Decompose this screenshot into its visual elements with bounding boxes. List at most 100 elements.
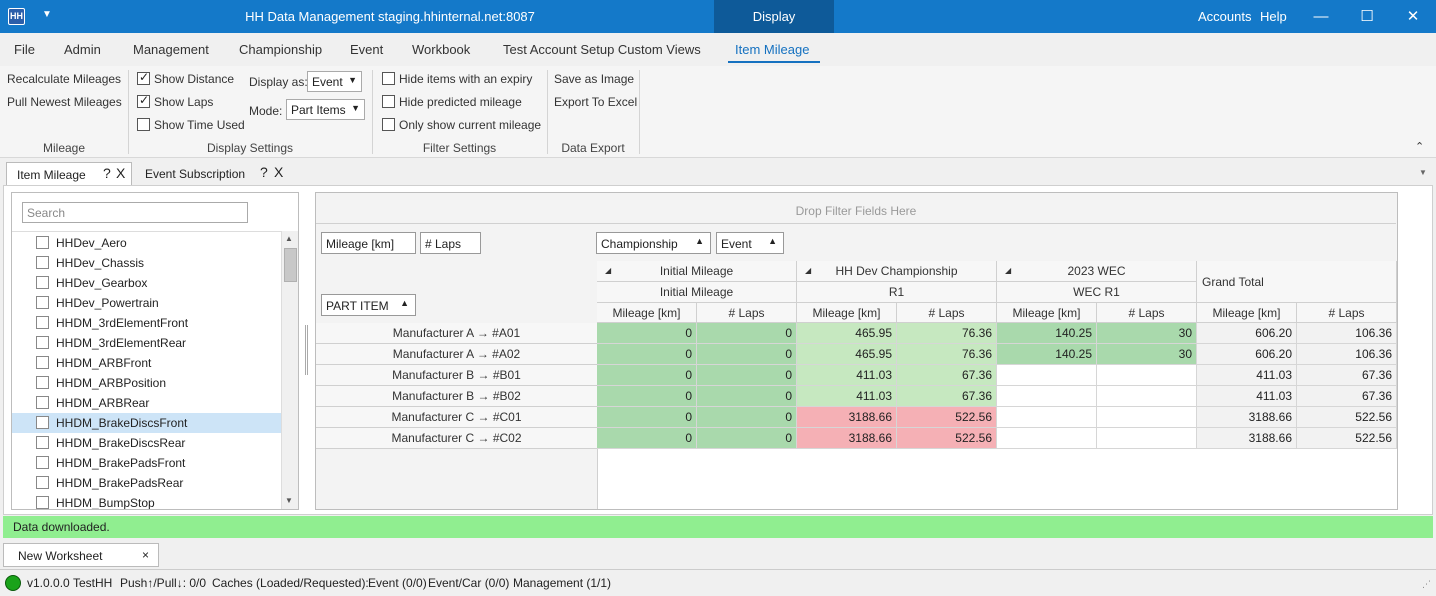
help-icon[interactable]: ?: [260, 164, 268, 180]
only-current-checkbox[interactable]: [382, 118, 395, 131]
field-checkbox[interactable]: [36, 456, 49, 469]
data-cell[interactable]: [997, 407, 1097, 428]
menu-event[interactable]: Event: [350, 42, 384, 57]
field-list-item[interactable]: HHDev_Aero: [12, 233, 281, 253]
menu-workbook[interactable]: Workbook: [412, 42, 471, 57]
collapse-ribbon-icon[interactable]: ⌃: [1415, 141, 1425, 153]
row-header[interactable]: Manufacturer C → #C02: [316, 428, 597, 449]
data-cell[interactable]: [997, 365, 1097, 386]
field-checkbox[interactable]: [36, 296, 49, 309]
field-checkbox[interactable]: [36, 356, 49, 369]
field-list-item[interactable]: HHDM_BrakeDiscsFront: [12, 413, 281, 433]
field-checkbox[interactable]: [36, 276, 49, 289]
data-cell[interactable]: 522.56: [1297, 428, 1397, 449]
collapse-icon[interactable]: ◢: [1005, 266, 1012, 275]
mode-select[interactable]: Part Items ▼: [286, 99, 365, 120]
header-championship-wec[interactable]: ◢ 2023 WEC: [997, 261, 1197, 282]
data-cell[interactable]: 0: [597, 323, 697, 344]
hide-expiry-checkbox[interactable]: [382, 72, 395, 85]
data-cell[interactable]: 606.20: [1197, 323, 1297, 344]
data-field-mileage[interactable]: Mileage [km]: [321, 232, 416, 254]
data-cell[interactable]: 411.03: [797, 365, 897, 386]
panel-splitter[interactable]: [305, 325, 308, 375]
field-checkbox[interactable]: [36, 436, 49, 449]
row-header[interactable]: Manufacturer B → #B02: [316, 386, 597, 407]
show-distance-checkbox[interactable]: [137, 70, 150, 85]
drop-filter-area[interactable]: Drop Filter Fields Here: [316, 193, 1396, 224]
data-cell[interactable]: [1097, 365, 1197, 386]
scroll-down-icon[interactable]: ▼: [285, 496, 293, 505]
data-cell[interactable]: 465.95: [797, 323, 897, 344]
help-link[interactable]: Help: [1260, 9, 1287, 24]
data-cell[interactable]: 0: [697, 386, 797, 407]
data-cell[interactable]: 106.36: [1297, 344, 1397, 365]
menu-management[interactable]: Management: [133, 42, 209, 57]
data-cell[interactable]: 3188.66: [1197, 428, 1297, 449]
data-cell[interactable]: 30: [1097, 323, 1197, 344]
close-icon[interactable]: X: [274, 164, 284, 180]
data-cell[interactable]: 411.03: [1197, 386, 1297, 407]
tab-event-subscription[interactable]: Event Subscription ? X: [135, 162, 295, 186]
data-cell[interactable]: 0: [697, 323, 797, 344]
field-list-item[interactable]: HHDev_Chassis: [12, 253, 281, 273]
show-time-used-checkbox[interactable]: [137, 118, 150, 131]
data-cell[interactable]: 67.36: [897, 386, 997, 407]
row-header[interactable]: Manufacturer A → #A01: [316, 323, 597, 344]
data-cell[interactable]: 606.20: [1197, 344, 1297, 365]
tab-new-worksheet[interactable]: New Worksheet ×: [3, 543, 159, 567]
row-header[interactable]: Manufacturer C → #C01: [316, 407, 597, 428]
data-cell[interactable]: 522.56: [897, 428, 997, 449]
data-cell[interactable]: 76.36: [897, 323, 997, 344]
field-list-item[interactable]: HHDev_Gearbox: [12, 273, 281, 293]
data-cell[interactable]: 0: [597, 365, 697, 386]
data-cell[interactable]: 411.03: [1197, 365, 1297, 386]
data-cell[interactable]: [997, 386, 1097, 407]
field-list-item[interactable]: HHDev_Powertrain: [12, 293, 281, 313]
data-cell[interactable]: 76.36: [897, 344, 997, 365]
resize-grip-icon[interactable]: ⋰: [1422, 579, 1431, 589]
tab-item-mileage[interactable]: Item Mileage ? X: [6, 162, 132, 186]
data-cell[interactable]: 522.56: [897, 407, 997, 428]
menu-championship[interactable]: Championship: [239, 42, 323, 57]
menu-file[interactable]: File: [14, 42, 35, 57]
menu-test-account-setup[interactable]: Test Account Setup Custom Views: [503, 42, 701, 57]
data-cell[interactable]: 411.03: [797, 386, 897, 407]
field-list-item[interactable]: HHDM_BrakePadsFront: [12, 453, 281, 473]
data-cell[interactable]: 465.95: [797, 344, 897, 365]
data-cell[interactable]: 67.36: [1297, 386, 1397, 407]
data-cell[interactable]: 0: [597, 407, 697, 428]
quick-access-dropdown-icon[interactable]: ▼: [42, 9, 52, 20]
scroll-up-icon[interactable]: ▲: [285, 234, 293, 243]
header-championship-initial[interactable]: ◢ Initial Mileage: [597, 261, 797, 282]
field-checkbox[interactable]: [36, 376, 49, 389]
data-cell[interactable]: 0: [697, 365, 797, 386]
field-list-item[interactable]: HHDM_3rdElementFront: [12, 313, 281, 333]
data-cell[interactable]: 140.25: [997, 344, 1097, 365]
column-field-championship[interactable]: Championship ▲: [596, 232, 711, 254]
column-field-event[interactable]: Event ▲: [716, 232, 784, 254]
hide-predicted-checkbox[interactable]: [382, 95, 395, 108]
export-to-excel-button[interactable]: Export To Excel: [554, 95, 638, 109]
data-cell[interactable]: 140.25: [997, 323, 1097, 344]
data-cell[interactable]: 0: [697, 428, 797, 449]
pull-newest-mileages-button[interactable]: Pull Newest Mileages: [7, 95, 122, 109]
minimize-button[interactable]: —: [1313, 8, 1329, 25]
data-cell[interactable]: 0: [697, 407, 797, 428]
data-cell[interactable]: 30: [1097, 344, 1197, 365]
field-checkbox[interactable]: [36, 236, 49, 249]
data-cell[interactable]: [1097, 428, 1197, 449]
row-header[interactable]: Manufacturer B → #B01: [316, 365, 597, 386]
recalculate-mileages-button[interactable]: Recalculate Mileages: [7, 72, 122, 86]
show-laps-checkbox[interactable]: [137, 93, 150, 108]
data-cell[interactable]: 106.36: [1297, 323, 1397, 344]
field-checkbox[interactable]: [36, 416, 49, 429]
data-cell[interactable]: 522.56: [1297, 407, 1397, 428]
field-checkbox[interactable]: [36, 496, 49, 509]
collapse-icon[interactable]: ◢: [605, 266, 612, 275]
menu-item-mileage[interactable]: Item Mileage: [735, 42, 810, 57]
save-as-image-button[interactable]: Save as Image: [554, 72, 635, 86]
data-cell[interactable]: 67.36: [897, 365, 997, 386]
accounts-link[interactable]: Accounts: [1198, 9, 1252, 24]
field-list-item[interactable]: HHDM_ARBRear: [12, 393, 281, 413]
menu-admin[interactable]: Admin: [64, 42, 101, 57]
